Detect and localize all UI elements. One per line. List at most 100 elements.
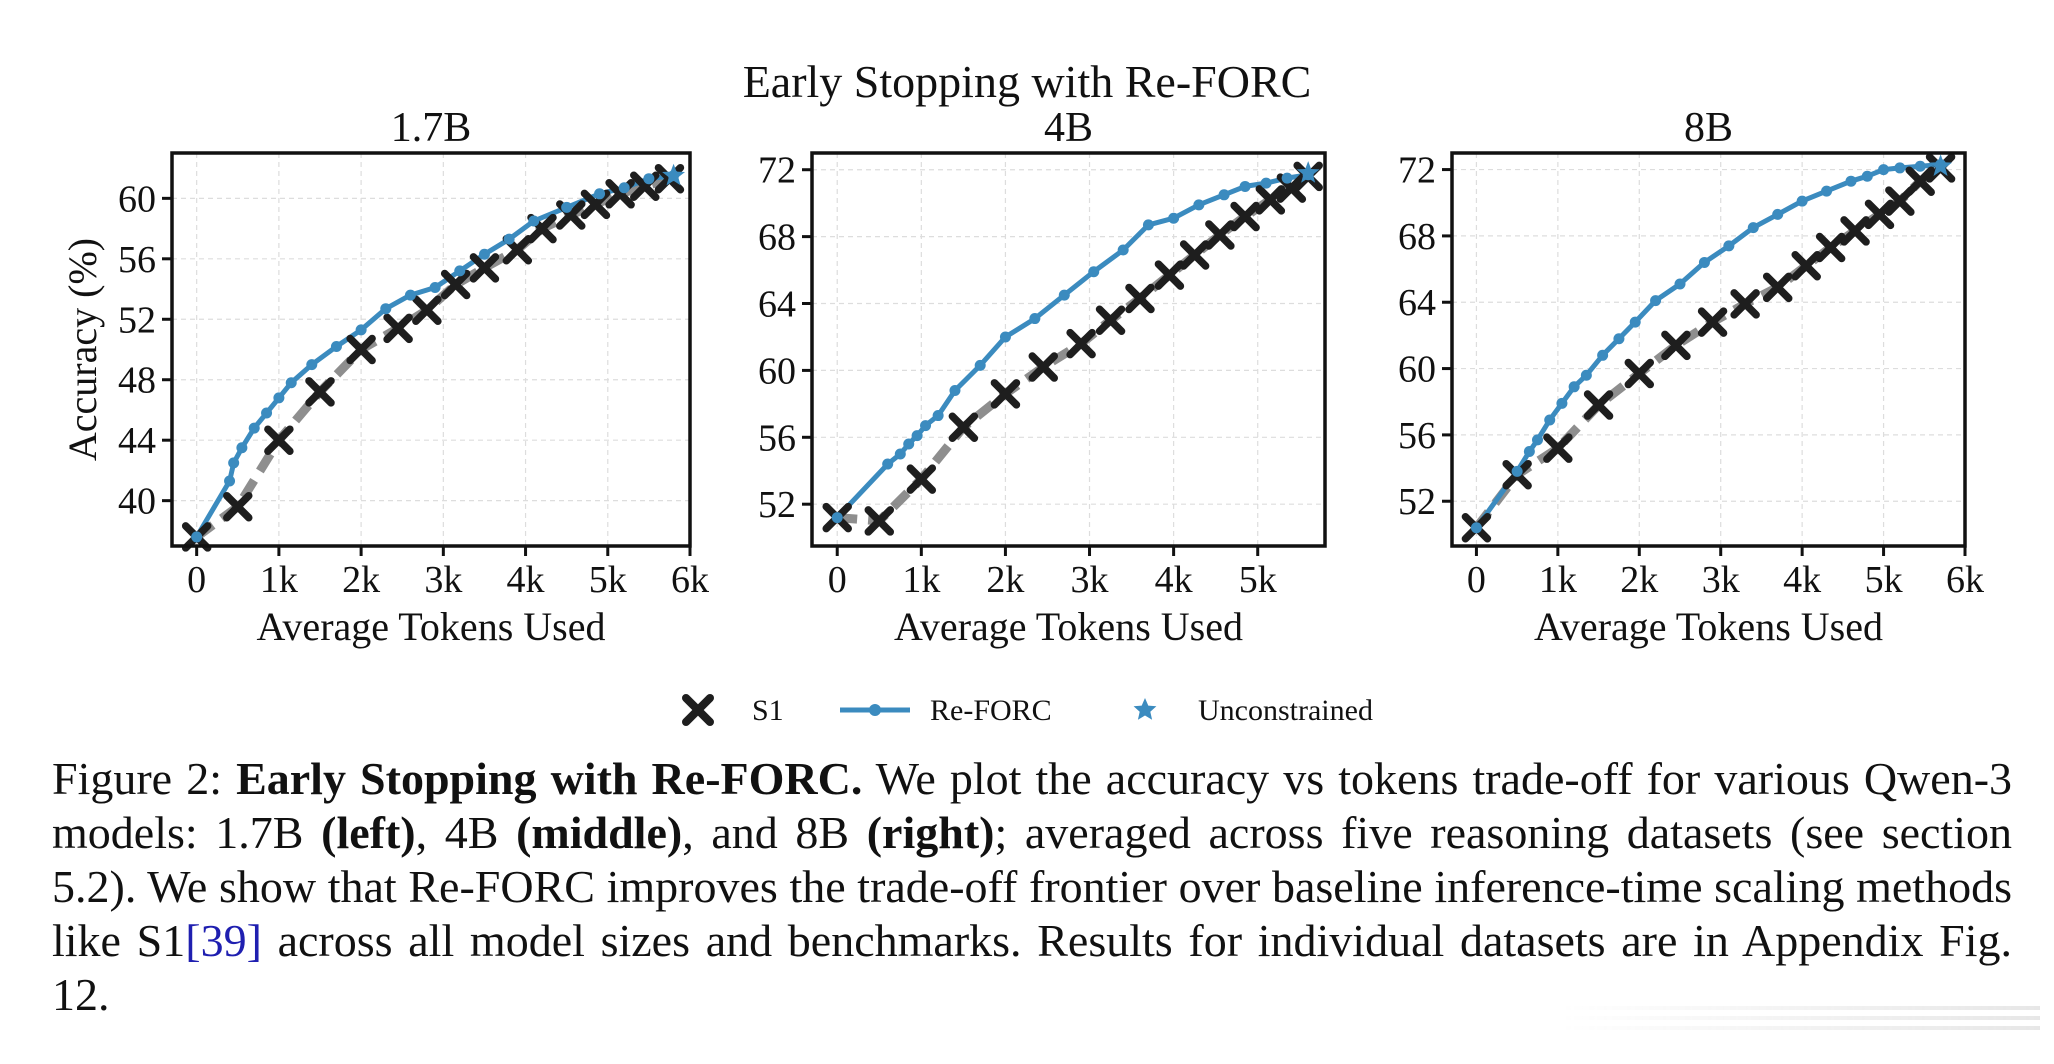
s1-point-8 (469, 253, 500, 283)
caption-text-2: , 4B (415, 807, 517, 858)
axes-frame (810, 151, 1327, 548)
reforc-point-6 (1568, 381, 1580, 393)
panel-title: 8B (1684, 105, 1733, 151)
reforc-point-11 (1650, 295, 1662, 307)
caption-middle: (middle) (516, 807, 683, 858)
y-axis-label: Accuracy (%) (60, 238, 105, 461)
unconstrained-point-0 (1929, 154, 1952, 176)
x-tick-label-0: 0 (187, 559, 206, 601)
caption-title: Early Stopping with Re-FORC. (236, 753, 863, 804)
reforc-point-11 (380, 303, 392, 315)
s1-point-7 (1730, 289, 1760, 319)
reforc-point-18 (561, 201, 573, 213)
legend-reforc-label: Re-FORC (930, 694, 1052, 727)
reforc-point-22 (1894, 162, 1906, 174)
x-tick-label-5: 5k (1239, 559, 1277, 601)
y-tick-label-3: 64 (1398, 282, 1436, 324)
s1-point-12 (1230, 201, 1260, 232)
s1-point-6 (1697, 307, 1728, 337)
reforc-point-15 (478, 248, 490, 260)
s1-point-14 (1905, 166, 1935, 196)
reforc-point-15 (1747, 222, 1759, 234)
unconstrained-point-0 (662, 163, 685, 186)
legend-s1-label: S1 (752, 694, 784, 727)
reforc-point-7 (1580, 369, 1592, 381)
y-tick-label-2: 48 (118, 360, 156, 402)
x-tick-label-2: 2k (342, 559, 380, 601)
chart-panel-3: 0 1k 2k 3k 4k 5k 6k 52 56 60 64 68 72 8B Average Token… (1398, 105, 1984, 649)
reforc-point-23 (1914, 160, 1926, 172)
s1-point-2 (264, 425, 294, 455)
y-tick-label-3: 52 (118, 299, 156, 341)
x-tick-label-6: 6k (671, 559, 709, 601)
reforc-point-1 (882, 458, 894, 470)
y-tick-label-5: 72 (758, 150, 796, 192)
legend: S1 Re-FORC Unconstrained (682, 694, 1373, 727)
s1-point-2 (1543, 433, 1573, 463)
x-tick-label-2: 2k (1620, 559, 1658, 601)
s1-point-1 (864, 506, 895, 536)
reforc-point-3 (903, 438, 915, 450)
caption-text-5: across all model sizes and benchmarks. R… (52, 915, 2013, 1020)
reforc-point-7 (949, 384, 961, 396)
reforc-point-12 (1674, 278, 1686, 290)
reforc-line (194, 173, 674, 539)
reforc-point-8 (1597, 349, 1609, 361)
reforc-point-0 (191, 531, 203, 543)
s1-point-7 (440, 269, 471, 300)
citation-link[interactable]: [39] (185, 915, 262, 966)
x-tick-label-0: 0 (828, 559, 847, 601)
reforc-point-16 (503, 233, 515, 245)
reforc-point-1 (1511, 465, 1523, 477)
reforc-point-0 (1470, 522, 1482, 534)
x-tick-label-4: 4k (1783, 559, 1821, 601)
y-tick-label-4: 56 (118, 239, 156, 281)
y-tick-label-2: 60 (1398, 349, 1436, 391)
y-tick-label-1: 56 (758, 417, 796, 459)
x-tick-label-5: 5k (1865, 559, 1903, 601)
reforc-point-18 (1821, 185, 1833, 197)
chart-panel-1: 0 1k 2k 3k 4k 5k 6k 40 44 48 52 56 60 1.7B Average Tok… (60, 105, 709, 649)
legend-unconstrained-label: Unconstrained (1198, 694, 1373, 727)
reforc-point-19 (594, 188, 606, 200)
unconstrained-point-0 (1296, 161, 1320, 183)
reforc-point-4 (248, 422, 260, 434)
s1-point-13 (1255, 185, 1286, 215)
s1-point-9 (1791, 251, 1821, 281)
legend-s1-marker (682, 694, 714, 726)
x-tick-label-1: 1k (1539, 559, 1577, 601)
reforc-point-20 (1281, 172, 1293, 184)
y-tick-label-1: 44 (118, 420, 156, 462)
reforc-point-10 (1029, 313, 1041, 325)
s1-point-8 (1125, 283, 1155, 314)
reforc-point-3 (1532, 434, 1543, 446)
x-tick-label-3: 3k (1071, 559, 1109, 601)
reforc-point-10 (355, 324, 367, 336)
s1-point-5 (1661, 330, 1691, 361)
s1-point-11 (1840, 216, 1870, 246)
reforc-point-2 (894, 448, 906, 460)
reforc-point-5 (1556, 397, 1568, 409)
s1-point-6 (1066, 328, 1096, 359)
x-tick-label-6: 6k (1946, 559, 1984, 601)
reforc-point-12 (1088, 266, 1100, 278)
reforc-point-14 (1723, 240, 1735, 252)
x-tick-label-3: 3k (424, 559, 462, 601)
reforc-point-14 (454, 265, 466, 277)
axes-frame (1450, 151, 1967, 548)
reforc-point-12 (404, 289, 416, 301)
caption-right: (right) (866, 807, 995, 858)
s1-point-7 (1095, 305, 1126, 335)
y-tick-label-0: 40 (118, 481, 156, 523)
s1-point-8 (1762, 272, 1793, 303)
y-tick-label-0: 52 (1398, 481, 1436, 523)
reforc-point-6 (932, 410, 944, 422)
axes-frame (170, 151, 692, 548)
x-axis-label: Average Tokens Used (894, 604, 1243, 649)
s1-point-3 (948, 412, 979, 443)
x-axis-label: Average Tokens Used (257, 604, 606, 649)
x-tick-label-3: 3k (1702, 559, 1740, 601)
reforc-point-7 (285, 377, 297, 389)
reforc-point-5 (261, 407, 273, 419)
y-tick-label-4: 68 (1398, 216, 1436, 258)
